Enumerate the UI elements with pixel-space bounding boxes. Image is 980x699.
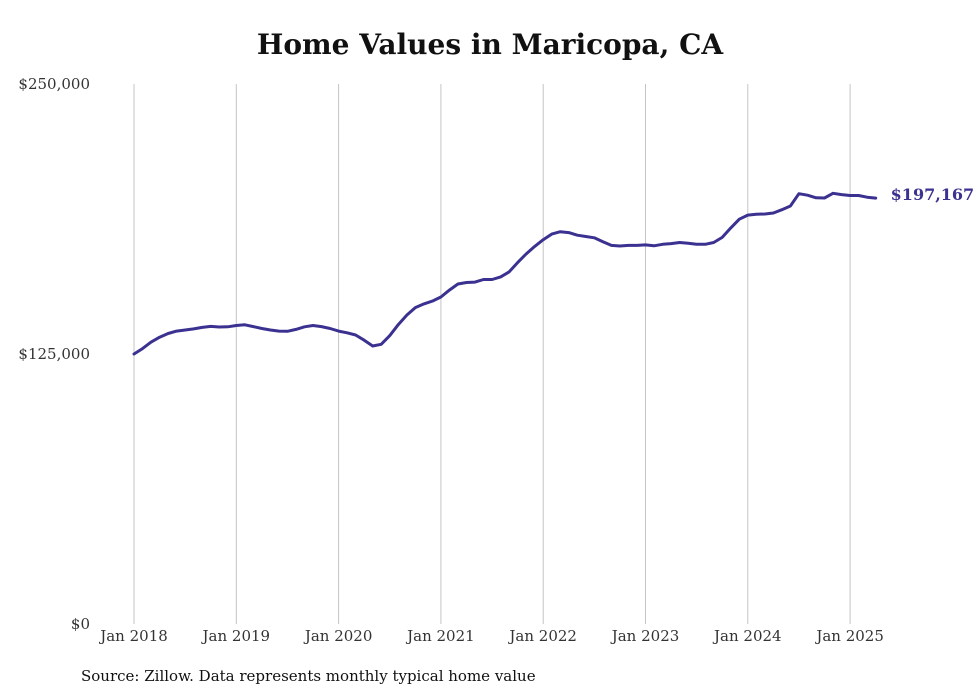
y-tick-label: $125,000: [18, 345, 90, 363]
grid-lines: [133, 84, 851, 624]
y-tick-label: $250,000: [18, 75, 90, 93]
y-tick-label: $0: [71, 615, 90, 633]
end-value-label: $197,167: [891, 185, 975, 204]
x-axis-ticks: Jan 2018 Jan 2019 Jan 2020 Jan 2021 Jan 2022…: [98, 627, 884, 645]
x-tick-label: Jan 2020: [303, 627, 373, 645]
chart-title: Home Values in Maricopa, CA: [256, 28, 724, 61]
series-layer: [132, 191, 878, 356]
x-tick-label: Jan 2024: [712, 627, 782, 645]
x-tick-label: Jan 2019: [201, 627, 271, 645]
x-tick-label: Jan 2023: [610, 627, 680, 645]
series-line: [132, 191, 878, 356]
x-tick-label: Jan 2025: [814, 627, 884, 645]
x-tick-label: Jan 2022: [507, 627, 577, 645]
y-axis-ticks: $0 $125,000 $250,000: [18, 75, 90, 633]
x-tick-label: Jan 2018: [98, 627, 168, 645]
source-note: Source: Zillow. Data represents monthly …: [81, 667, 536, 685]
x-tick-label: Jan 2021: [405, 627, 475, 645]
end-label-layer: $197,167: [891, 185, 975, 204]
